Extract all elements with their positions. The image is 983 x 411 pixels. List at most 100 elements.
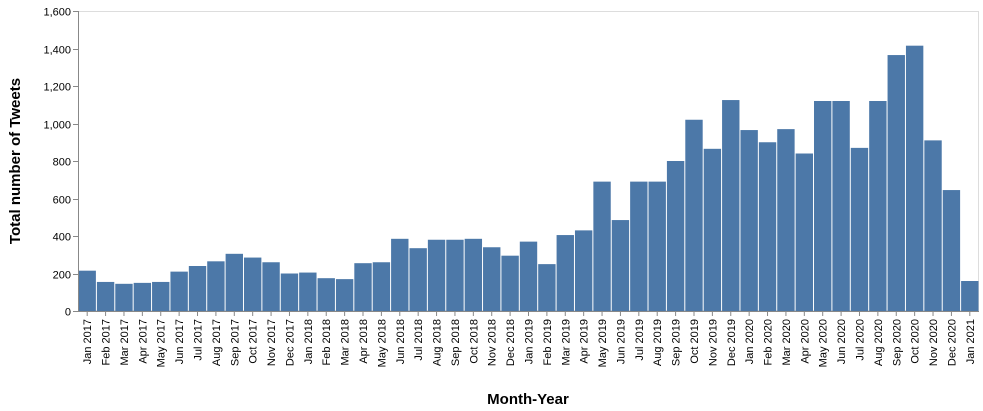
bar-sep-2019 xyxy=(666,161,685,311)
x-tick-label: Mar 2019 xyxy=(560,319,572,365)
x-tick-label: Feb 2019 xyxy=(542,319,554,365)
x-tick-label: Sep 2019 xyxy=(671,319,683,366)
x-tick-label: Oct 2019 xyxy=(689,319,701,364)
x-tick-label: Jan 2018 xyxy=(303,319,315,364)
bar-jul-2017 xyxy=(188,266,207,311)
bar-nov-2017 xyxy=(262,262,280,311)
y-tick-label: 600 xyxy=(53,195,71,207)
bar-may-2019 xyxy=(593,181,611,311)
x-tick-label: Feb 2018 xyxy=(321,319,333,365)
x-tick-label: May 2019 xyxy=(597,319,609,367)
x-tick-label: Nov 2019 xyxy=(707,319,719,366)
bar-jan-2019 xyxy=(519,241,538,311)
bar-nov-2020 xyxy=(924,140,942,311)
bar-jun-2020 xyxy=(832,101,850,311)
bar-apr-2017 xyxy=(133,282,152,311)
x-tick-label: Jan 2017 xyxy=(82,319,94,364)
bars xyxy=(78,45,979,311)
x-tick-label: Sep 2018 xyxy=(450,319,462,366)
bar-apr-2020 xyxy=(795,153,814,311)
x-tick-label: May 2017 xyxy=(156,319,168,367)
x-tick-label: Feb 2017 xyxy=(101,319,113,365)
x-tick-label: Aug 2018 xyxy=(432,319,444,366)
x-tick-label: Jul 2019 xyxy=(634,319,646,361)
bar-jul-2019 xyxy=(630,181,648,311)
bar-jun-2019 xyxy=(611,220,630,311)
x-tick-label: Jun 2020 xyxy=(836,319,848,364)
bar-sep-2020 xyxy=(887,55,905,311)
y-tick-label: 1,000 xyxy=(43,120,71,132)
x-tick-label: Sep 2017 xyxy=(229,319,241,366)
x-tick-label: Jun 2019 xyxy=(615,319,627,364)
y-tick-label: 800 xyxy=(53,157,71,169)
bar-dec-2019 xyxy=(722,100,740,311)
x-tick-label: Aug 2017 xyxy=(211,319,223,366)
bar-aug-2019 xyxy=(648,181,666,311)
y-tick-label: 1,200 xyxy=(43,82,71,94)
x-tick-label: Apr 2017 xyxy=(137,319,149,364)
bar-apr-2018 xyxy=(354,263,372,311)
x-tick-label: Nov 2017 xyxy=(266,319,278,366)
bar-sep-2017 xyxy=(225,253,243,311)
bar-dec-2018 xyxy=(501,255,519,311)
bar-oct-2019 xyxy=(685,119,703,311)
bar-jun-2018 xyxy=(391,238,409,311)
bar-feb-2017 xyxy=(96,281,115,311)
bar-jan-2018 xyxy=(299,272,317,311)
x-tick-label: Nov 2020 xyxy=(928,319,940,366)
x-tick-label: Dec 2018 xyxy=(505,319,517,366)
y-axis: 0 200 400 600 800 1,000 1,200 1,400 1,600 xyxy=(43,7,79,319)
x-tick-label: Jun 2017 xyxy=(174,319,186,364)
x-tick-label: Mar 2018 xyxy=(340,319,352,365)
x-axis: Jan 2017 Feb 2017 Mar 2017 Apr 2017 May 2017… xyxy=(78,311,979,367)
bar-aug-2020 xyxy=(869,101,887,311)
x-tick-label: Oct 2018 xyxy=(468,319,480,364)
x-tick-label: May 2020 xyxy=(818,319,830,367)
bar-aug-2018 xyxy=(427,239,446,311)
bar-feb-2020 xyxy=(758,142,777,311)
bar-oct-2020 xyxy=(905,45,924,311)
y-tick-label: 400 xyxy=(53,232,71,244)
bar-aug-2017 xyxy=(207,261,225,311)
x-tick-label: Feb 2020 xyxy=(763,319,775,365)
bar-jul-2018 xyxy=(409,248,427,311)
bar-may-2020 xyxy=(814,101,832,311)
bar-may-2018 xyxy=(372,262,391,311)
x-tick-label: Aug 2019 xyxy=(652,319,664,366)
y-tick-label: 0 xyxy=(65,307,71,319)
bar-feb-2018 xyxy=(317,278,335,311)
x-tick-label: Jul 2017 xyxy=(193,319,205,361)
x-tick-label: Sep 2020 xyxy=(891,319,903,366)
x-tick-label: Jun 2018 xyxy=(395,319,407,364)
x-tick-label: Jul 2020 xyxy=(854,319,866,361)
bar-jun-2017 xyxy=(170,271,188,311)
bar-nov-2018 xyxy=(483,247,501,311)
x-axis-title: Month-Year xyxy=(487,391,569,408)
x-tick-label: Apr 2019 xyxy=(579,319,591,364)
x-tick-label: Dec 2017 xyxy=(284,319,296,366)
bar-jan-2017 xyxy=(78,270,96,311)
bar-oct-2018 xyxy=(464,238,483,311)
x-tick-label: May 2018 xyxy=(376,319,388,367)
bar-mar-2017 xyxy=(115,283,133,311)
y-axis-title: Total number of Tweets xyxy=(7,78,24,244)
y-tick-label: 200 xyxy=(53,270,71,282)
bar-oct-2017 xyxy=(243,257,262,311)
x-tick-label: Mar 2020 xyxy=(781,319,793,365)
bar-apr-2019 xyxy=(574,230,593,311)
y-tick-label: 1,600 xyxy=(43,7,71,19)
x-tick-label: Jul 2018 xyxy=(413,319,425,361)
x-tick-label: Dec 2020 xyxy=(946,319,958,366)
bar-mar-2019 xyxy=(556,235,574,311)
x-tick-label: Oct 2017 xyxy=(248,319,260,364)
x-tick-label: Jan 2020 xyxy=(744,319,756,364)
x-tick-label: Dec 2019 xyxy=(726,319,738,366)
bar-may-2017 xyxy=(152,281,170,311)
bar-jan-2021 xyxy=(961,281,979,311)
x-tick-label: Jan 2019 xyxy=(524,319,536,364)
bar-jan-2020 xyxy=(740,130,758,311)
x-tick-label: Mar 2017 xyxy=(119,319,131,365)
x-tick-label: Oct 2020 xyxy=(910,319,922,364)
bar-nov-2019 xyxy=(703,148,722,311)
